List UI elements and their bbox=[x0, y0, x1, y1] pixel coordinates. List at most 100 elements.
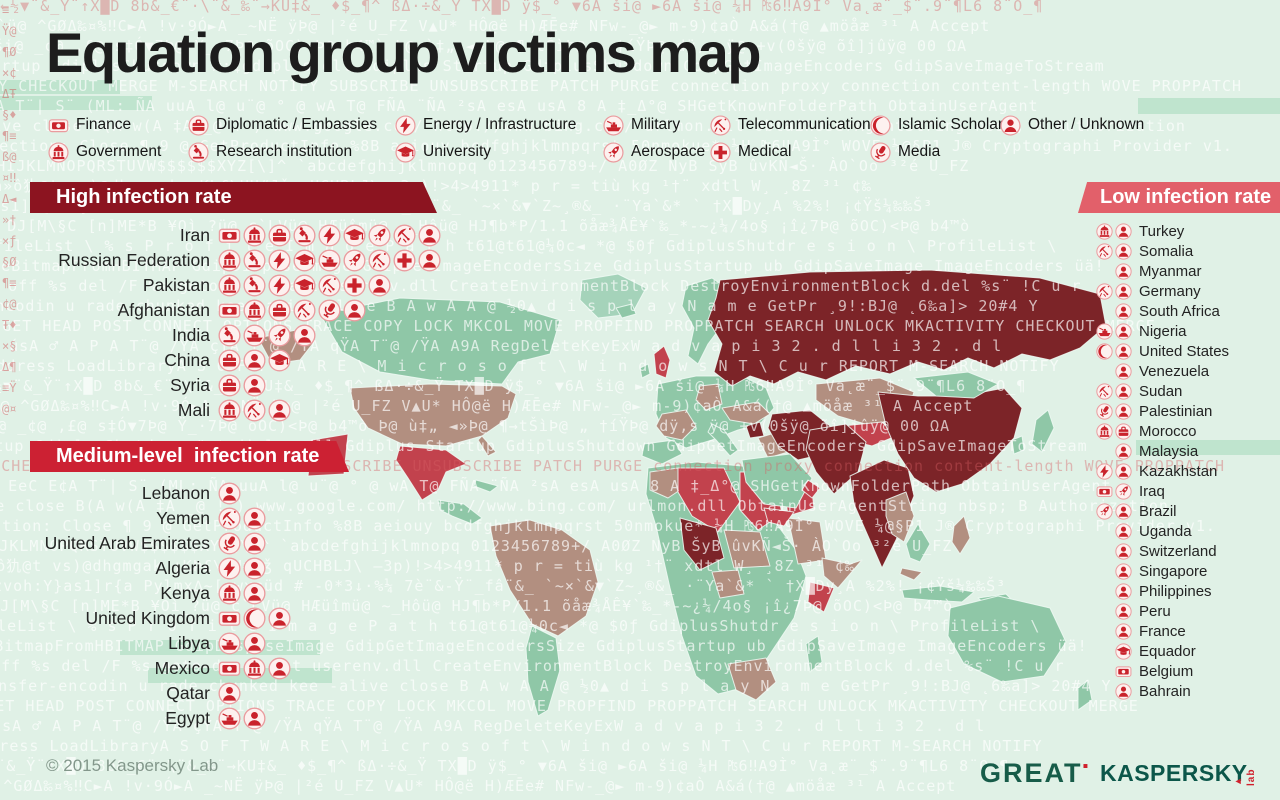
high-infection-banner-label: High infection rate bbox=[56, 186, 232, 208]
country-name: Algeria bbox=[155, 558, 210, 578]
country-row: Singapore bbox=[1094, 561, 1229, 581]
country-icons bbox=[218, 399, 291, 422]
country-region-low bbox=[727, 657, 777, 701]
country-region-low bbox=[821, 557, 863, 589]
country-icons bbox=[1094, 523, 1132, 540]
country-region-green bbox=[805, 635, 823, 673]
country-icons bbox=[218, 374, 266, 397]
country-name: Germany bbox=[1139, 282, 1201, 300]
other-icon bbox=[1115, 323, 1132, 340]
country-icons bbox=[218, 274, 391, 297]
diplomatic-icon bbox=[218, 374, 241, 397]
medium-infection-banner: Medium-level infection rate bbox=[30, 441, 349, 472]
country-region-low bbox=[721, 401, 771, 425]
country-row: Egypt bbox=[30, 706, 291, 731]
country-icons bbox=[1094, 223, 1132, 240]
country-row: Morocco bbox=[1094, 421, 1229, 441]
legend-item-label: Media bbox=[898, 143, 941, 160]
low-infection-banner-label: Low infection rate bbox=[1100, 186, 1272, 208]
other-icon bbox=[268, 607, 291, 630]
page-title: Equation group victims map bbox=[46, 21, 761, 84]
kaspersky-logo: KASPERSKY ◄ lab bbox=[1100, 760, 1257, 787]
media-icon bbox=[1096, 403, 1113, 420]
country-row: Kazakhstan bbox=[1094, 461, 1229, 481]
other-icon bbox=[243, 374, 266, 397]
country-region-green bbox=[1077, 679, 1093, 711]
country-icons bbox=[218, 582, 266, 605]
country-row: Afghanistan bbox=[30, 298, 441, 323]
country-icons bbox=[1094, 623, 1132, 640]
country-name: Kazakhstan bbox=[1139, 462, 1218, 480]
other-icon bbox=[1115, 303, 1132, 320]
country-row: Yemen bbox=[30, 506, 291, 531]
country-name: United Arab Emirates bbox=[44, 533, 210, 553]
great-logo: GREAT▪ bbox=[980, 758, 1088, 789]
telecom-icon bbox=[1096, 383, 1113, 400]
country-name: Peru bbox=[1139, 602, 1171, 620]
country-region-green bbox=[639, 363, 651, 379]
country-region-low bbox=[723, 529, 771, 569]
other-icon bbox=[268, 399, 291, 422]
diplomatic-icon bbox=[268, 224, 291, 247]
finance-icon bbox=[1115, 663, 1132, 680]
aerospace-icon bbox=[603, 142, 624, 163]
legend-item-finance: Finance bbox=[48, 113, 131, 137]
research-icon bbox=[243, 274, 266, 297]
country-row: United Arab Emirates bbox=[30, 531, 291, 556]
energy-icon bbox=[268, 274, 291, 297]
country-region-green bbox=[1031, 409, 1055, 453]
legend-item-energy: Energy / Infrastructure bbox=[395, 113, 576, 137]
government-icon bbox=[218, 274, 241, 297]
telecom-icon bbox=[1096, 283, 1113, 300]
other-icon bbox=[243, 557, 266, 580]
high-infection-banner: High infection rate bbox=[30, 182, 437, 213]
telecom-icon bbox=[293, 299, 316, 322]
other-icon bbox=[1115, 503, 1132, 520]
military-icon bbox=[218, 632, 241, 655]
other-icon bbox=[1115, 343, 1132, 360]
country-icons bbox=[1094, 423, 1132, 440]
legend-item-label: Aerospace bbox=[631, 143, 706, 160]
country-region-green bbox=[473, 479, 499, 493]
university-icon bbox=[395, 142, 416, 163]
military-icon bbox=[603, 115, 624, 136]
country-icons bbox=[1094, 603, 1132, 620]
legend-item-label: University bbox=[423, 143, 492, 160]
country-row: Brazil bbox=[1094, 501, 1229, 521]
islamic-icon bbox=[1096, 343, 1113, 360]
finance-icon bbox=[218, 657, 241, 680]
country-row: France bbox=[1094, 621, 1229, 641]
country-region-low bbox=[899, 567, 923, 581]
country-row: Iraq bbox=[1094, 481, 1229, 501]
finance-icon bbox=[218, 224, 241, 247]
country-name: Egypt bbox=[165, 708, 210, 728]
other-icon bbox=[1115, 383, 1132, 400]
other-icon bbox=[1000, 115, 1021, 136]
other-icon bbox=[243, 582, 266, 605]
country-icons bbox=[1094, 383, 1132, 400]
country-row: Belgium bbox=[1094, 661, 1229, 681]
other-icon bbox=[418, 224, 441, 247]
other-icon bbox=[243, 707, 266, 730]
country-row: Russian Federation bbox=[30, 248, 441, 273]
university-icon bbox=[293, 249, 316, 272]
legend-item-military: Military bbox=[603, 113, 680, 137]
legend-item-university: University bbox=[395, 140, 491, 164]
research-icon bbox=[293, 224, 316, 247]
other-icon bbox=[293, 324, 316, 347]
country-row: Sudan bbox=[1094, 381, 1229, 401]
country-icons bbox=[1094, 563, 1132, 580]
university-icon bbox=[293, 274, 316, 297]
country-icons bbox=[1094, 543, 1132, 560]
country-icons bbox=[218, 507, 266, 530]
country-row: Venezuela bbox=[1094, 361, 1229, 381]
legend-item-label: Research institution bbox=[216, 143, 353, 160]
country-row: Equador bbox=[1094, 641, 1229, 661]
country-region-green bbox=[707, 423, 739, 457]
research-icon bbox=[218, 324, 241, 347]
country-name: Equador bbox=[1139, 642, 1196, 660]
country-region-green bbox=[437, 499, 483, 525]
kaspersky-logo-lab: lab bbox=[1246, 768, 1258, 786]
diplomatic-icon bbox=[188, 115, 209, 136]
university-icon bbox=[1115, 643, 1132, 660]
